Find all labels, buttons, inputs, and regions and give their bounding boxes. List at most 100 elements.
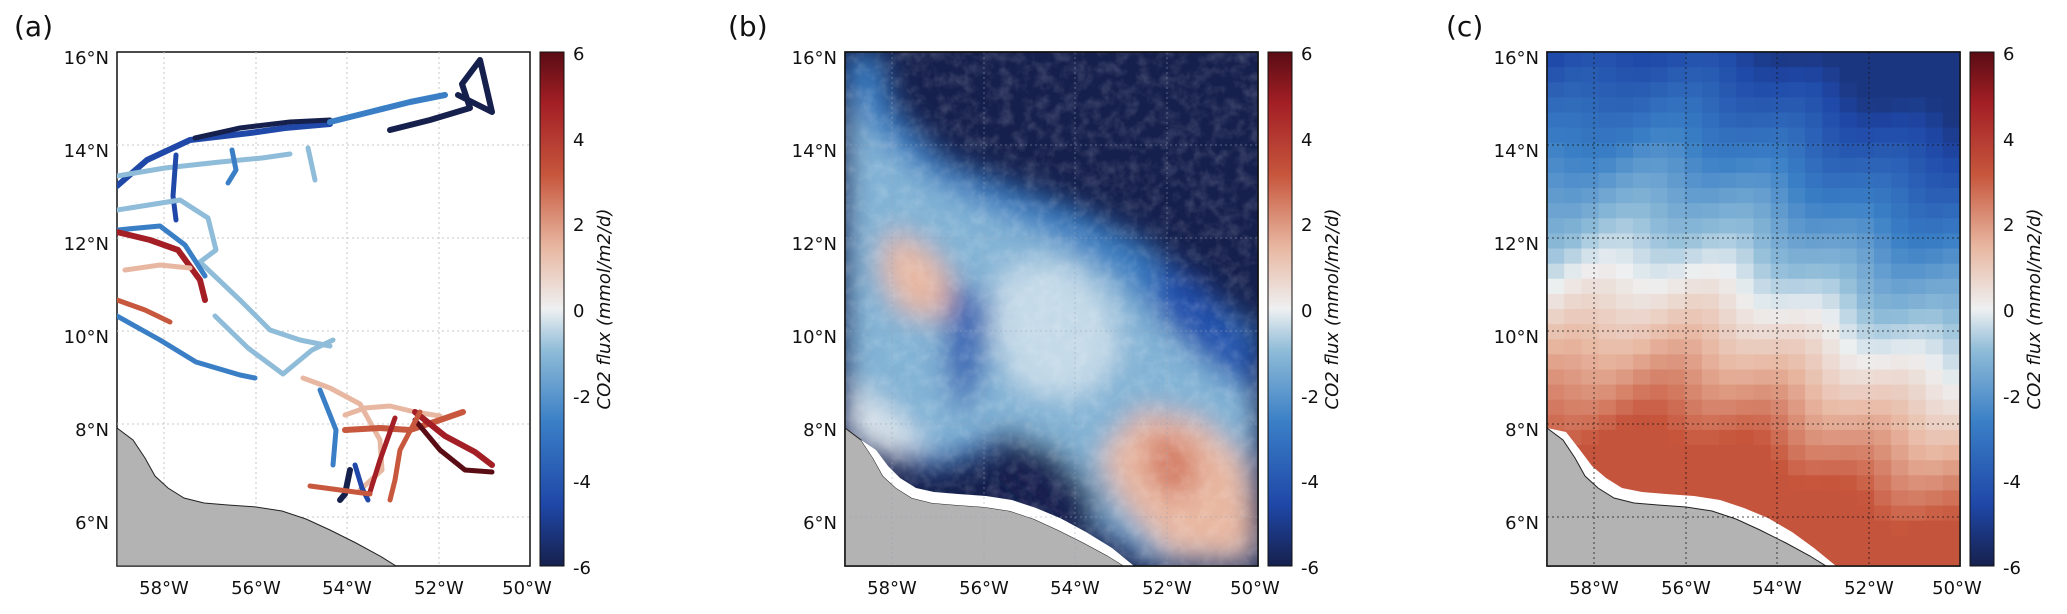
y-tick-label: 10°N: [792, 327, 837, 348]
flux-cell: [1908, 384, 1927, 401]
flux-cell: [1753, 460, 1772, 476]
flux-cell: [1770, 67, 1789, 83]
flux-cell: [1564, 188, 1583, 204]
flux-cell: [1564, 309, 1583, 325]
flux-cell: [1615, 248, 1634, 265]
colorbar: 6 4 2 0 -2 -4 -6 CO2 flux (mmol/m2/d): [1969, 44, 2045, 579]
flux-cell: [1701, 263, 1720, 280]
flux-cell: [1839, 535, 1858, 552]
flux-cell: [1787, 172, 1806, 189]
flux-cell: [1873, 127, 1892, 144]
flux-cell: [1633, 309, 1651, 325]
flux-cell: [1667, 445, 1686, 461]
flux-cell: [1736, 293, 1755, 310]
colorbar-gradient: [1969, 51, 1995, 567]
colorbar-tick: 2: [573, 215, 584, 236]
flux-cell: [1564, 414, 1583, 431]
flux-cell: [1701, 354, 1720, 371]
flux-cell: [1805, 263, 1823, 280]
flux-cell: [1719, 384, 1737, 401]
flux-cell: [1633, 445, 1651, 461]
flux-cell: [1650, 218, 1669, 235]
flux-cell: [1839, 384, 1858, 401]
colorbar-label: CO2 flux (mmol/m2/d): [2024, 209, 2045, 410]
flux-cell: [1598, 354, 1617, 371]
flux-cell: [1805, 248, 1823, 265]
flux-cell: [1615, 354, 1634, 371]
flux-cell: [1770, 445, 1789, 461]
flux-cell: [1753, 278, 1772, 295]
flux-cell: [1925, 324, 1944, 340]
flux-cell: [1598, 233, 1617, 250]
flux-cell: [1719, 475, 1737, 492]
flux-cell: [1873, 460, 1892, 476]
flux-cell: [1942, 490, 1960, 507]
flux-cell: [1598, 263, 1617, 280]
flux-cell: [1615, 263, 1634, 280]
flux-cell: [1736, 339, 1755, 355]
flux-cell: [1770, 97, 1789, 114]
flux-cell: [1805, 309, 1823, 325]
flux-cell: [1598, 127, 1617, 144]
colorbar-tick: 2: [2003, 215, 2014, 236]
flux-cell: [1753, 203, 1772, 219]
flux-cell: [1684, 203, 1703, 219]
y-tick-label: 8°N: [803, 420, 837, 441]
x-tick-label: 58°W: [139, 578, 189, 599]
flux-cell: [1650, 445, 1669, 461]
flux-cell: [1908, 354, 1927, 371]
flux-cell: [1770, 233, 1789, 250]
flux-cell: [1719, 142, 1737, 159]
flux-cell: [1633, 460, 1651, 476]
flux-cell: [1942, 52, 1960, 68]
flux-cell: [1684, 142, 1703, 159]
colorbar-tick: 0: [1301, 301, 1312, 322]
flux-cell: [1615, 52, 1634, 68]
flux-cell: [1719, 445, 1737, 461]
flux-cell: [1787, 354, 1806, 371]
flux-cell: [1719, 399, 1737, 416]
flux-cell: [1684, 67, 1703, 83]
flux-cell: [1547, 172, 1565, 189]
flux-cell: [1787, 505, 1806, 522]
flux-cell: [1839, 67, 1858, 83]
flux-cell: [1753, 475, 1772, 492]
flux-cell: [1822, 157, 1841, 174]
flux-cell: [1942, 248, 1960, 265]
flux-cell: [1787, 293, 1806, 310]
flux-cell: [1822, 112, 1841, 129]
flux-cell: [1805, 203, 1823, 219]
colorbar-tick: -4: [2003, 472, 2021, 493]
flux-cell: [1701, 67, 1720, 83]
flux-cell: [1891, 550, 1909, 566]
flux-cell: [1547, 52, 1565, 68]
flux-cell: [1839, 263, 1858, 280]
flux-cell: [1753, 354, 1772, 371]
flux-cell: [1856, 278, 1875, 295]
flux-cell: [1873, 218, 1892, 235]
flux-cell: [1667, 233, 1686, 250]
flux-cell: [1615, 82, 1634, 98]
flux-cell: [1650, 324, 1669, 340]
flux-cell: [1925, 203, 1944, 219]
flux-cell: [1839, 505, 1858, 522]
flux-cell: [1822, 460, 1841, 476]
flux-cell: [1873, 354, 1892, 371]
x-tick-label: 56°W: [231, 578, 281, 599]
flux-cell: [1633, 324, 1651, 340]
flux-cell: [1925, 520, 1944, 537]
flux-cell: [1719, 414, 1737, 431]
flux-cell: [1650, 203, 1669, 219]
flux-cell: [1787, 218, 1806, 235]
flux-cell: [1719, 218, 1737, 235]
y-tick-label: 12°N: [1494, 234, 1539, 255]
flux-cell: [1701, 172, 1720, 189]
x-tick-label: 54°W: [1050, 578, 1100, 599]
flux-cell: [1564, 52, 1583, 68]
flux-cell: [1908, 172, 1927, 189]
flux-cell: [1942, 172, 1960, 189]
flux-cell: [1925, 535, 1944, 552]
flux-cell: [1787, 233, 1806, 250]
flux-cell: [1581, 414, 1600, 431]
flux-cell: [1719, 233, 1737, 250]
